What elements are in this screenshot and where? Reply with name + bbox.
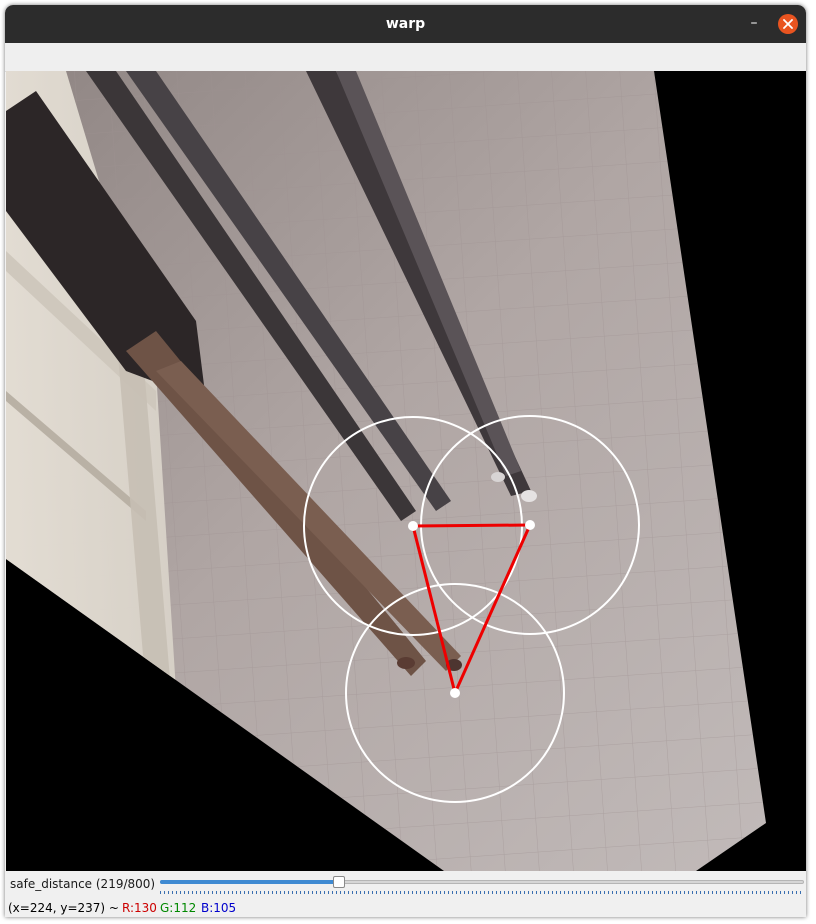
safe-circle: [345, 583, 565, 803]
warped-image-view[interactable]: [6, 71, 806, 871]
distance-line: [412, 523, 531, 528]
minimize-icon: –: [750, 15, 758, 31]
person-point: [525, 520, 535, 530]
slider-ticks: [160, 891, 804, 894]
title-bar[interactable]: warp –: [5, 5, 806, 43]
slider-handle[interactable]: [333, 876, 345, 888]
cursor-coordinates: (x=224, y=237) ~: [8, 901, 119, 915]
close-icon: [783, 19, 793, 29]
slider-fill: [160, 880, 339, 884]
person-point: [450, 688, 460, 698]
trackbar-label: safe_distance (219/800): [10, 877, 156, 891]
close-button[interactable]: [778, 14, 798, 34]
pixel-green-value: G:112: [160, 901, 197, 915]
distance-line: [453, 524, 532, 694]
person-point: [408, 521, 418, 531]
app-window: warp –: [5, 5, 806, 917]
window-title: warp: [385, 16, 426, 32]
status-bar: (x=224, y=237) ~ R:130 G:112 B:105: [5, 899, 806, 917]
pixel-red-value: R:130: [122, 901, 157, 915]
minimize-button[interactable]: –: [744, 13, 764, 35]
distance-lines: [411, 523, 532, 694]
trackbar-panel: safe_distance (219/800): [5, 871, 806, 899]
distance-line: [411, 525, 457, 694]
pixel-blue-value: B:105: [201, 901, 237, 915]
safe-distance-slider[interactable]: [160, 876, 804, 898]
toolbar: [5, 43, 806, 72]
warped-image: [6, 71, 806, 871]
person-points: [408, 520, 535, 698]
